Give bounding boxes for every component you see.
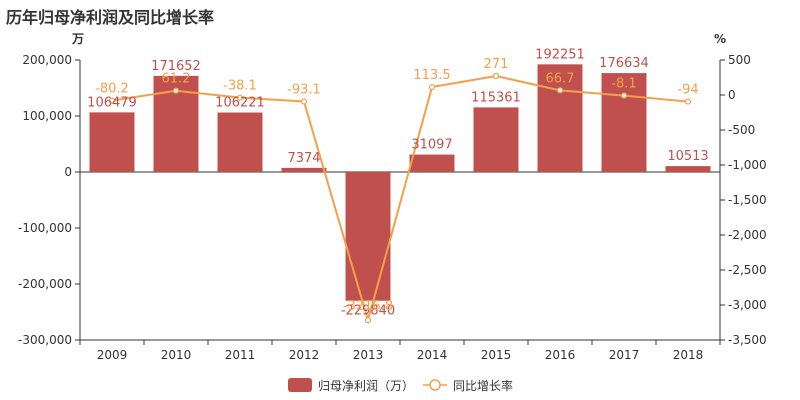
line-value-label: 113.5	[413, 68, 450, 83]
line-point	[492, 72, 500, 80]
bar	[537, 64, 583, 172]
x-tick-label: 2011	[225, 348, 256, 362]
line-point	[172, 87, 180, 94]
left-tick-label: 200,000	[22, 53, 72, 67]
line-point	[556, 87, 564, 94]
left-axis-unit: 万	[71, 32, 84, 46]
bar	[281, 167, 327, 172]
legend-swatch-marker	[429, 379, 441, 391]
right-tick-label: -2,500	[728, 263, 767, 277]
left-tick-label: -300,000	[18, 333, 72, 347]
right-tick-label: -500	[728, 123, 755, 137]
right-tick-label: -3,000	[728, 298, 767, 312]
legend[interactable]: 归母净利润（万） 同比增长率	[288, 378, 513, 393]
bar-value-label: 106221	[215, 96, 265, 111]
line-point	[300, 98, 308, 105]
x-tick-label: 2010	[161, 348, 192, 362]
line-point	[108, 97, 116, 104]
line-point	[364, 317, 372, 324]
bar-series	[89, 64, 711, 301]
x-tick-label: 2016	[545, 348, 576, 362]
right-tick-label: -1,000	[728, 158, 767, 172]
legend-label-line: 同比增长率	[453, 378, 513, 393]
right-tick-label: -3,500	[728, 333, 767, 347]
legend-label-bar: 归母净利润（万）	[318, 379, 414, 393]
bar-value-label: 171652	[151, 59, 201, 74]
bar-value-label: 31097	[411, 138, 452, 153]
line-value-label: 66.7	[546, 71, 575, 86]
right-tick-label: -1,500	[728, 193, 767, 207]
line-value-label: 61.2	[162, 72, 191, 87]
data-labels: 106479 171652 106221 7374 -229840 31097 115361…	[87, 47, 709, 318]
line-point	[684, 98, 692, 105]
chart-title: 历年归母净利润及同比增长率	[6, 8, 215, 27]
line-point	[236, 94, 244, 101]
bar	[217, 112, 263, 172]
bar-value-label: 10513	[667, 149, 708, 164]
bar-value-label: 176634	[599, 56, 649, 71]
left-tick-label: 100,000	[22, 109, 72, 123]
bar-value-label: 7374	[287, 151, 320, 166]
x-tick-label: 2013	[353, 348, 384, 362]
line-series	[108, 72, 692, 324]
line-value-label: -8.1	[611, 77, 636, 92]
right-axis-unit: %	[714, 32, 726, 46]
line-value-label: -93.1	[287, 83, 321, 98]
line-point	[428, 83, 436, 91]
line-point	[620, 92, 628, 99]
x-tick-label: 2015	[481, 348, 512, 362]
left-tick-label: -100,000	[18, 221, 72, 235]
bar	[345, 172, 391, 301]
left-tick-label: -200,000	[18, 277, 72, 291]
bar-value-label: 106479	[87, 95, 137, 110]
right-tick-label: 500	[728, 53, 751, 67]
growth-line	[111, 75, 689, 324]
bar-value-label: 192251	[535, 47, 585, 62]
bar	[665, 166, 711, 172]
x-tick-label: 2017	[609, 348, 640, 362]
x-tick-label: 2012	[289, 348, 320, 362]
bar	[601, 73, 647, 172]
bar	[473, 107, 519, 172]
line-value-label: -80.2	[95, 82, 129, 97]
x-tick-label: 2009	[97, 348, 128, 362]
line-value-label: -94	[677, 83, 698, 98]
axes: 200,000 100,000 0 -100,000 -200,000 -300,000 5…	[18, 53, 767, 362]
left-tick-label: 0	[64, 165, 72, 179]
bar-value-label: 115361	[471, 90, 521, 105]
x-tick-label: 2014	[417, 348, 448, 362]
line-value-label: -3216.8	[343, 299, 393, 314]
x-tick-label: 2018	[673, 348, 704, 362]
bar-value-label: -229840	[341, 304, 395, 319]
line-value-label: 271	[484, 57, 509, 72]
line-value-label: -38.1	[223, 79, 257, 94]
bar	[409, 154, 455, 172]
right-tick-label: 0	[728, 88, 736, 102]
right-tick-label: -2,000	[728, 228, 767, 242]
bar	[89, 112, 135, 172]
legend-swatch-bar	[288, 378, 312, 392]
